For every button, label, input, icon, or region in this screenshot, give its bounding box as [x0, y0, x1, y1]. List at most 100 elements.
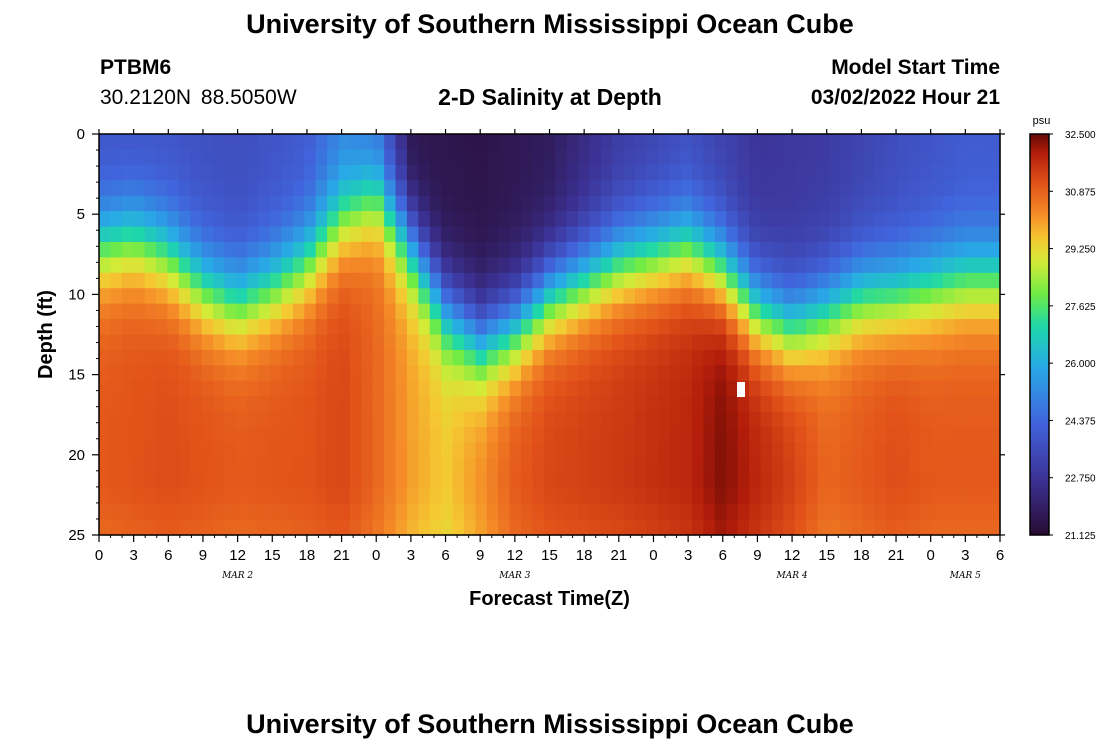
x-tick-label: 3 — [684, 547, 692, 564]
heatmap-cell — [121, 241, 134, 258]
heatmap-cell — [703, 488, 716, 505]
heatmap-cell — [121, 195, 134, 212]
heatmap-cell — [851, 226, 864, 243]
heatmap-cell — [851, 164, 864, 181]
heatmap-cell — [532, 457, 545, 474]
heatmap-cell — [235, 149, 248, 166]
heatmap-cell — [635, 334, 648, 351]
heatmap-cell — [315, 488, 328, 505]
heatmap-cell — [178, 134, 191, 151]
heatmap-cell — [817, 473, 830, 490]
heatmap-cell — [110, 303, 123, 320]
heatmap-cell — [486, 504, 499, 521]
heatmap-cell — [692, 473, 705, 490]
heatmap-cell — [543, 257, 556, 274]
heatmap-cell — [406, 134, 419, 151]
heatmap-cell — [737, 288, 750, 305]
heatmap-cell — [703, 504, 716, 521]
heatmap-cell — [406, 195, 419, 212]
heatmap-cell — [498, 195, 511, 212]
heatmap-cell — [144, 349, 157, 366]
heatmap-cell — [281, 241, 294, 258]
heatmap-cell — [680, 457, 693, 474]
heatmap-cell — [817, 134, 830, 151]
heatmap-cell — [726, 334, 739, 351]
heatmap-cell — [885, 427, 898, 444]
heatmap-cell — [372, 149, 385, 166]
heatmap-cell — [520, 334, 533, 351]
heatmap-cell — [714, 457, 727, 474]
heatmap-cell — [749, 504, 762, 521]
heatmap-cell — [920, 195, 933, 212]
heatmap-cell — [292, 211, 305, 228]
heatmap-cell — [817, 411, 830, 428]
heatmap-cell — [315, 504, 328, 521]
heatmap-cell — [863, 164, 876, 181]
heatmap-cell — [520, 195, 533, 212]
heatmap-cell — [395, 211, 408, 228]
heatmap-cell — [406, 334, 419, 351]
heatmap-cell — [486, 427, 499, 444]
heatmap-cell — [623, 396, 636, 413]
heatmap-cell — [99, 380, 112, 397]
heatmap-cell — [623, 442, 636, 459]
heatmap-cell — [783, 396, 796, 413]
heatmap-cell — [498, 180, 511, 197]
heatmap-cell — [851, 272, 864, 289]
heatmap-cell — [600, 488, 613, 505]
heatmap-cell — [452, 457, 465, 474]
colorbar-tick-label: 30.875 — [1065, 187, 1096, 198]
heatmap-cell — [885, 504, 898, 521]
heatmap-cell — [612, 349, 625, 366]
heatmap-cell — [463, 411, 476, 428]
heatmap-cell — [566, 349, 579, 366]
heatmap-cell — [224, 164, 237, 181]
heatmap-cell — [532, 380, 545, 397]
heatmap-cell — [509, 334, 522, 351]
heatmap-cell — [384, 473, 397, 490]
x-tick-label: 6 — [441, 547, 449, 564]
heatmap-cell — [897, 457, 910, 474]
heatmap-cell — [270, 226, 283, 243]
heatmap-cell — [190, 427, 203, 444]
heatmap-cell — [338, 180, 351, 197]
heatmap-cell — [509, 303, 522, 320]
heatmap-cell — [897, 241, 910, 258]
heatmap-cell — [133, 334, 146, 351]
heatmap-cell — [395, 226, 408, 243]
heatmap-cell — [806, 241, 819, 258]
heatmap-cell — [851, 303, 864, 320]
heatmap-cell — [931, 211, 944, 228]
heatmap-cell — [726, 211, 739, 228]
heatmap-cell — [600, 180, 613, 197]
heatmap-cell — [327, 211, 340, 228]
heatmap-cell — [623, 288, 636, 305]
heatmap-cell — [486, 380, 499, 397]
heatmap-cell — [247, 473, 260, 490]
heatmap-cell — [167, 241, 180, 258]
heatmap-cell — [418, 164, 431, 181]
heatmap-cell — [121, 211, 134, 228]
heatmap-cell — [783, 334, 796, 351]
heatmap-cell — [361, 457, 374, 474]
heatmap-cell — [942, 365, 955, 382]
heatmap-cell — [771, 380, 784, 397]
heatmap-cell — [156, 272, 169, 289]
heatmap-cell — [247, 164, 260, 181]
heatmap-cell — [315, 365, 328, 382]
heatmap-cell — [680, 504, 693, 521]
heatmap-cell — [612, 442, 625, 459]
heatmap-cell — [292, 319, 305, 336]
heatmap-cell — [942, 149, 955, 166]
heatmap-cell — [840, 241, 853, 258]
heatmap-cell — [178, 504, 191, 521]
heatmap-cell — [783, 427, 796, 444]
heatmap-cell — [167, 334, 180, 351]
heatmap-cell — [851, 473, 864, 490]
heatmap-cell — [327, 365, 340, 382]
x-tick-label: 3 — [407, 547, 415, 564]
heatmap-cell — [635, 442, 648, 459]
heatmap-cell — [418, 473, 431, 490]
heatmap-cell — [783, 134, 796, 151]
heatmap-cell — [475, 396, 488, 413]
